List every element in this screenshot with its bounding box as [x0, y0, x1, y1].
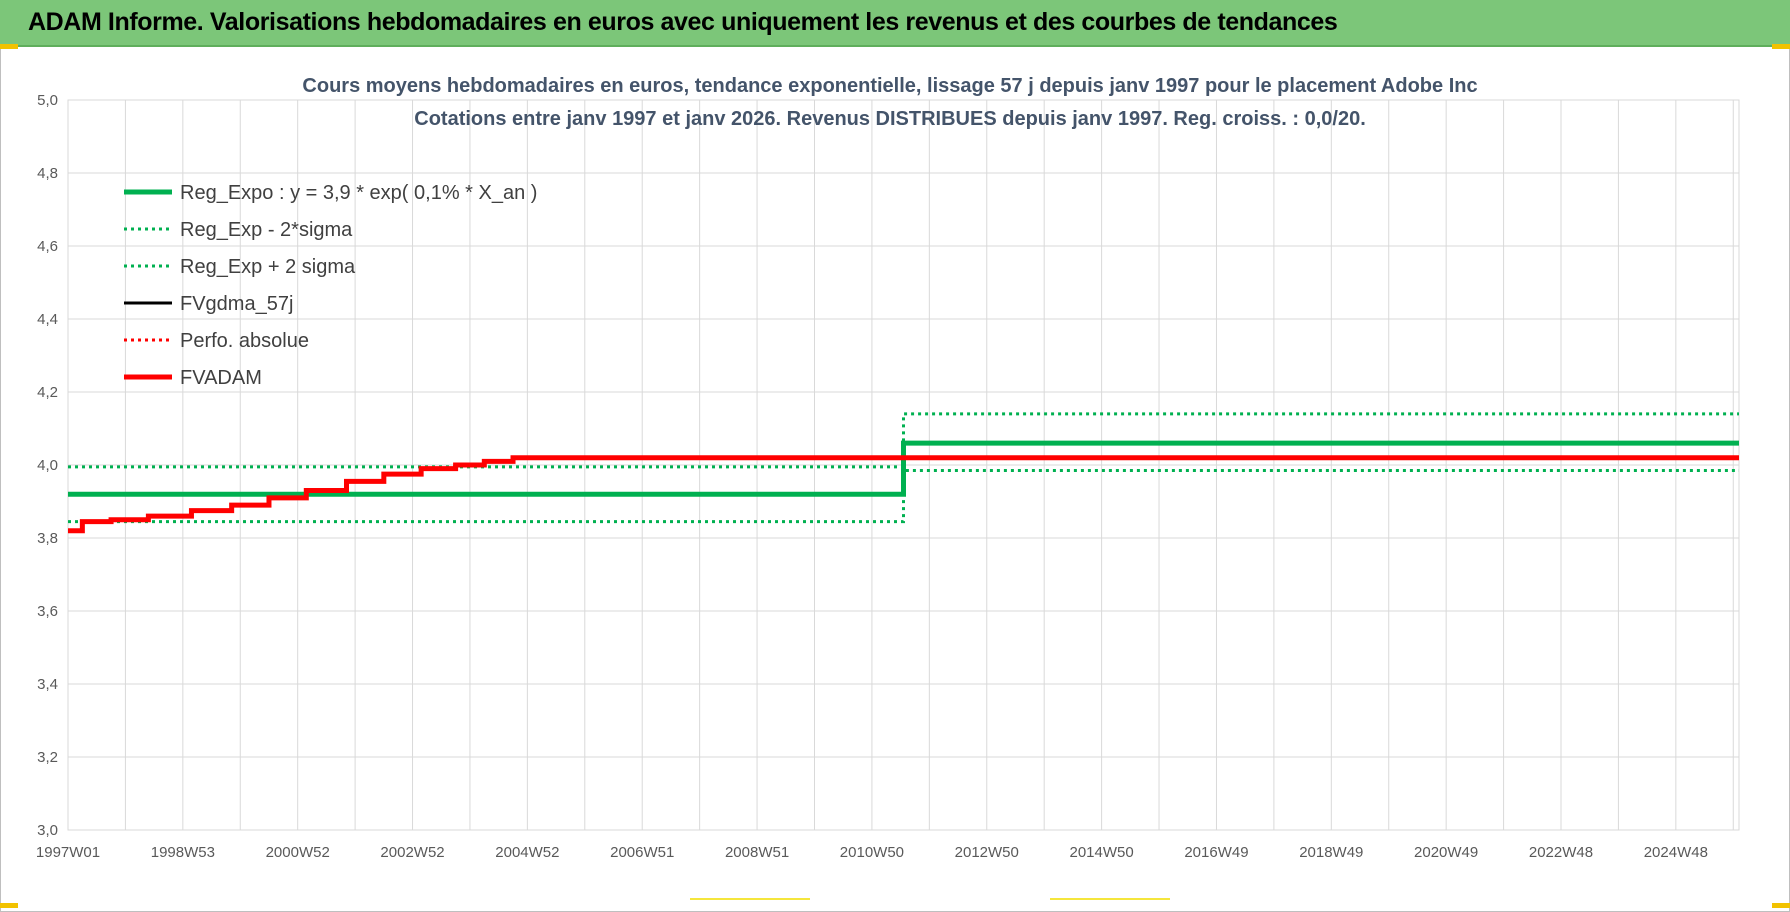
- header-bar: ADAM Informe. Valorisations hebdomadaire…: [0, 0, 1790, 47]
- x-tick-label: 2014W50: [1069, 844, 1133, 861]
- bottom-accent-1: [690, 898, 810, 900]
- y-tick-label: 4,2: [37, 384, 58, 401]
- x-tick-label: 2024W48: [1644, 844, 1708, 861]
- x-tick-label: 2016W49: [1184, 844, 1248, 861]
- plot-area: [67, 99, 1740, 831]
- y-tick-label: 4,8: [37, 165, 58, 182]
- legend-label: Reg_Expo : y = 3,9 * exp( 0,1% * X_an ): [180, 182, 537, 204]
- x-tick-label: 2010W50: [840, 844, 904, 861]
- y-axis: 5,0 4,8 4,6 4,4 4,2 4,0 3,8 3,6 3,4 3,2 3,0: [37, 92, 58, 839]
- series: [68, 412, 1739, 534]
- chart-title: Cours moyens hebdomadaires en euros, ten…: [302, 75, 1477, 97]
- chart-subtitle: Cotations entre janv 1997 et janv 2026. …: [414, 108, 1366, 130]
- y-tick-label: 3,8: [37, 530, 58, 547]
- report-title: ADAM Informe. Valorisations hebdomadaire…: [28, 8, 1338, 36]
- x-tick-label: 2020W49: [1414, 844, 1478, 861]
- legend-label: FVADAM: [180, 367, 262, 389]
- y-tick-label: 3,2: [37, 749, 58, 766]
- x-tick-label: 2008W51: [725, 844, 789, 861]
- corner-mark-top-left: [0, 44, 18, 49]
- corner-mark-top-right: [1772, 44, 1790, 49]
- bottom-accent-2: [1050, 898, 1170, 900]
- y-tick-label: 4,0: [37, 457, 58, 474]
- series-line-5: [68, 455, 1739, 534]
- y-tick-label: 4,4: [37, 311, 58, 328]
- x-tick-label: 2004W52: [495, 844, 559, 861]
- legend-label: Reg_Exp + 2 sigma: [180, 256, 356, 278]
- legend: Reg_Expo : y = 3,9 * exp( 0,1% * X_an ) R…: [124, 182, 537, 389]
- corner-mark-bottom-right: [1772, 903, 1790, 908]
- y-tick-label: 3,0: [37, 822, 58, 839]
- x-axis: 1997W01 1998W53 2000W52 2002W52 2004W52 2006W…: [36, 844, 1708, 861]
- x-tick-label: 2006W51: [610, 844, 674, 861]
- y-tick-label: 3,4: [37, 676, 58, 693]
- x-tick-label: 1998W53: [151, 844, 215, 861]
- series-line-1: [68, 468, 1739, 524]
- series-line-2: [68, 412, 1739, 469]
- x-tick-label: 2002W52: [380, 844, 444, 861]
- series-line-0: [68, 440, 1739, 497]
- x-tick-label: 2012W50: [955, 844, 1019, 861]
- x-tick-label: 2022W48: [1529, 844, 1593, 861]
- x-tick-label: 2018W49: [1299, 844, 1363, 861]
- legend-label: Reg_Exp - 2*sigma: [180, 219, 353, 241]
- y-tick-label: 4,6: [37, 238, 58, 255]
- corner-mark-bottom-left: [0, 903, 18, 908]
- x-tick-label: 2000W52: [266, 844, 330, 861]
- legend-label: Perfo. absolue: [180, 330, 309, 352]
- legend-label: FVgdma_57j: [180, 293, 293, 315]
- x-tick-label: 1997W01: [36, 844, 100, 861]
- y-tick-label: 3,6: [37, 603, 58, 620]
- y-tick-label: 5,0: [37, 92, 58, 109]
